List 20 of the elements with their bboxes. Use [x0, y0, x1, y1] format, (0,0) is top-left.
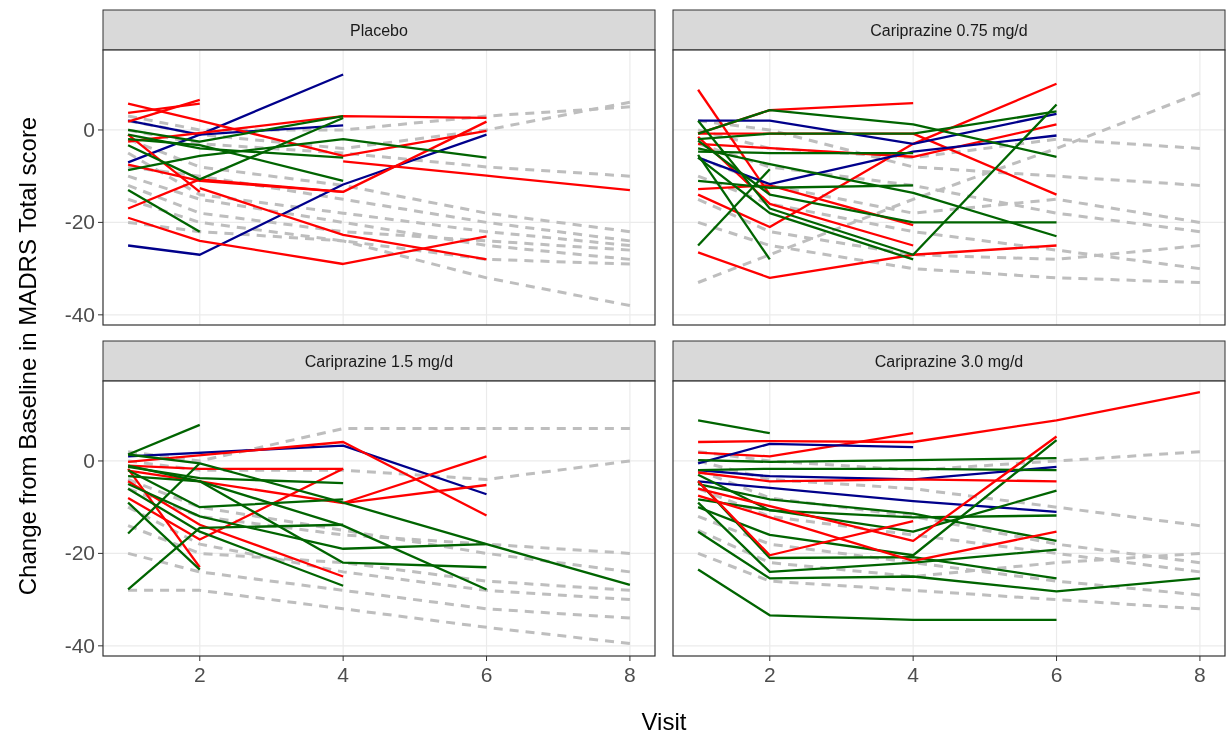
x-tick-label: 6: [1050, 663, 1063, 686]
y-tick-label: -20: [64, 210, 95, 234]
y-tick-label: 0: [83, 117, 95, 141]
x-tick-label: 2: [193, 663, 206, 686]
x-tick-label: 4: [337, 663, 350, 686]
x-tick-label: 2: [763, 663, 776, 686]
x-tick-label: 8: [1194, 663, 1206, 686]
y-axis-title: Change from Baseline in MADRS Total score: [14, 116, 41, 596]
y-tick-label: -40: [64, 302, 95, 326]
y-tick-label: -40: [64, 633, 95, 657]
x-tick-label: 4: [907, 663, 920, 686]
chart-title: Cariprazine 3.0 mg/d: [874, 353, 1024, 370]
chart-title: Cariprazine 0.75 mg/d: [870, 22, 1028, 39]
y-tick-label: 0: [83, 448, 95, 472]
chart-title: Cariprazine 1.5 mg/d: [304, 353, 454, 370]
y-tick-label: -20: [64, 541, 95, 565]
chart-title: Placebo: [350, 22, 409, 39]
x-tick-label: 6: [480, 663, 493, 686]
x-axis-title: Visit: [641, 708, 687, 735]
x-tick-label: 8: [624, 663, 636, 686]
